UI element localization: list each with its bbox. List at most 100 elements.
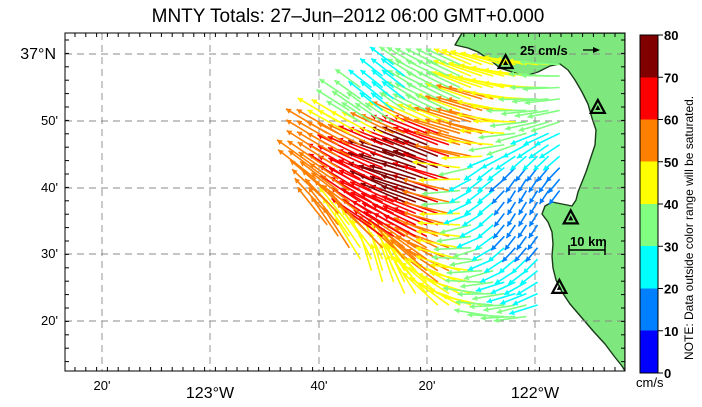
current-vector: [381, 195, 428, 215]
current-vector: [294, 177, 328, 214]
current-vector: [470, 105, 516, 112]
current-vector-head: [319, 79, 326, 85]
current-vector-head: [430, 262, 436, 269]
current-vector: [382, 205, 428, 226]
current-vector-head: [319, 187, 325, 193]
current-vector: [387, 58, 417, 77]
current-vector-head: [429, 271, 436, 277]
current-vector-head: [495, 164, 502, 170]
current-vector: [431, 71, 472, 89]
current-vector-head: [379, 243, 385, 249]
current-vector: [381, 126, 428, 146]
current-vector: [520, 61, 560, 66]
current-vector-head: [491, 198, 498, 204]
current-vector: [317, 144, 361, 169]
lat-label: 40': [41, 180, 58, 195]
current-vector-head: [546, 176, 552, 182]
current-vector-head: [471, 255, 478, 261]
triangle-site-icon: [561, 208, 580, 225]
current-vector-head: [525, 256, 532, 262]
current-vector-head: [327, 147, 334, 153]
current-vector-head: [416, 229, 422, 235]
current-vector: [276, 139, 317, 169]
colorbar-tick-label: 30: [664, 239, 678, 254]
current-vector: [322, 207, 351, 249]
current-vector: [338, 158, 383, 180]
current-vector: [384, 223, 428, 249]
current-vector: [372, 222, 406, 260]
current-vector: [424, 107, 472, 123]
current-vector: [296, 186, 328, 226]
colorbar-tick-label: 40: [664, 197, 678, 212]
current-vector-head: [502, 152, 509, 158]
current-vector: [330, 186, 372, 215]
current-vector-head: [292, 169, 298, 175]
current-vector: [446, 73, 494, 89]
current-vector-head: [516, 244, 522, 250]
current-vector: [419, 212, 461, 215]
current-vector: [321, 184, 361, 215]
current-vector-head: [507, 197, 513, 204]
current-vector: [326, 100, 361, 123]
current-vector-head: [397, 103, 404, 109]
current-vector: [446, 139, 494, 146]
current-vector-head: [529, 209, 535, 215]
current-vector-head: [471, 53, 478, 59]
current-vector-head: [446, 120, 452, 127]
current-vector: [386, 46, 417, 66]
current-vector: [350, 111, 394, 135]
current-vector-head: [504, 289, 510, 295]
current-vector-head: [508, 71, 514, 77]
site-marker-center: [595, 104, 601, 110]
map-title: MNTY Totals: 27–Jun–2012 06:00 GMT+0.000: [152, 6, 545, 27]
current-vector: [424, 82, 461, 100]
current-vector: [486, 143, 516, 156]
current-vector-head: [470, 77, 476, 84]
current-vector-head: [477, 197, 484, 204]
scale-bar-label: 10 km: [570, 234, 607, 249]
current-vector-head: [393, 149, 399, 155]
current-vector-head: [496, 69, 502, 76]
current-vector-head: [504, 244, 511, 251]
current-vector-head: [539, 198, 545, 204]
colorbar-tick-label: 60: [664, 113, 678, 128]
current-vector: [450, 50, 494, 66]
current-vector: [433, 48, 472, 66]
current-vector-head: [471, 65, 477, 71]
current-vector: [328, 157, 372, 180]
current-vector-head: [539, 153, 546, 159]
current-vector: [425, 48, 461, 66]
current-vector: [405, 93, 439, 112]
current-vector-head: [456, 112, 463, 119]
current-vector: [489, 121, 527, 127]
current-vector-head: [529, 220, 535, 227]
colorbar-tick-label: 70: [664, 70, 678, 85]
current-vector: [316, 88, 350, 112]
saturation-note: NOTE: Data outside color range will be s…: [682, 96, 696, 360]
current-vector-head: [543, 164, 549, 171]
current-vector-head: [419, 211, 425, 217]
current-vector: [317, 122, 361, 146]
current-vector: [297, 141, 339, 169]
current-vector-head: [510, 139, 517, 145]
current-vector: [349, 181, 394, 203]
current-vector-head: [495, 137, 502, 144]
current-vector-head: [418, 177, 424, 183]
colorbar-unit: cm/s: [636, 375, 664, 390]
current-vector: [426, 59, 461, 77]
current-vector-head: [470, 90, 476, 97]
lon-label: 123°W: [186, 385, 235, 402]
current-vector-head: [425, 106, 431, 113]
lat-label: 30': [41, 246, 58, 261]
current-vector-head: [425, 94, 431, 101]
current-vector: [431, 256, 472, 261]
current-vector-head: [418, 282, 425, 288]
current-vector: [360, 113, 405, 135]
current-vector: [415, 238, 461, 249]
current-vector-head: [415, 254, 422, 261]
current-vector-head: [442, 285, 449, 292]
current-vector: [405, 104, 450, 123]
current-vector-head: [416, 48, 423, 54]
current-vector-head: [379, 46, 386, 53]
current-vector-head: [286, 119, 292, 125]
